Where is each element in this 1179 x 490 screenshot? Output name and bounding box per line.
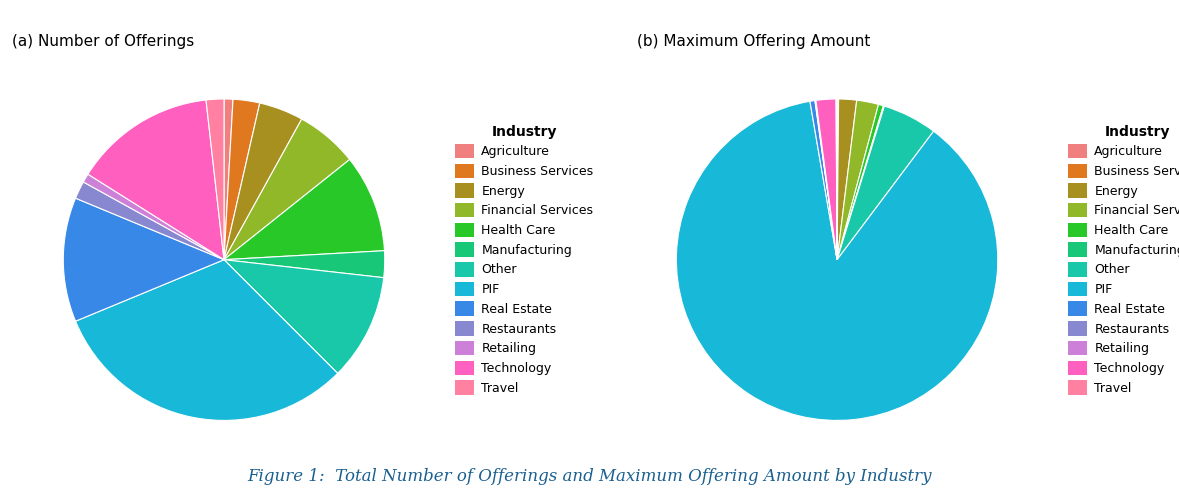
Wedge shape [837, 106, 934, 260]
Wedge shape [224, 99, 233, 260]
Wedge shape [837, 104, 883, 260]
Wedge shape [224, 260, 383, 373]
Wedge shape [677, 101, 997, 420]
Wedge shape [815, 100, 837, 260]
Wedge shape [816, 99, 837, 260]
Wedge shape [810, 100, 837, 260]
Wedge shape [816, 100, 837, 260]
Text: (b) Maximum Offering Amount: (b) Maximum Offering Amount [637, 34, 870, 49]
Wedge shape [206, 99, 224, 260]
Wedge shape [75, 260, 337, 420]
Wedge shape [224, 119, 350, 260]
Text: (a) Number of Offerings: (a) Number of Offerings [12, 34, 195, 49]
Wedge shape [88, 100, 224, 260]
Wedge shape [837, 99, 838, 260]
Wedge shape [837, 99, 857, 260]
Legend: Agriculture, Business Services, Energy, Financial Services, Health Care, Manufac: Agriculture, Business Services, Energy, … [452, 121, 597, 398]
Wedge shape [837, 100, 878, 260]
Wedge shape [75, 182, 224, 260]
Text: Figure 1:  Total Number of Offerings and Maximum Offering Amount by Industry: Figure 1: Total Number of Offerings and … [248, 468, 931, 485]
Wedge shape [224, 99, 259, 260]
Wedge shape [837, 106, 884, 260]
Wedge shape [224, 159, 384, 260]
Legend: Agriculture, Business Services, Energy, Financial Services, Health Care, Manufac: Agriculture, Business Services, Energy, … [1065, 121, 1179, 398]
Wedge shape [84, 174, 224, 260]
Wedge shape [224, 103, 302, 260]
Wedge shape [224, 251, 384, 278]
Wedge shape [64, 198, 224, 321]
